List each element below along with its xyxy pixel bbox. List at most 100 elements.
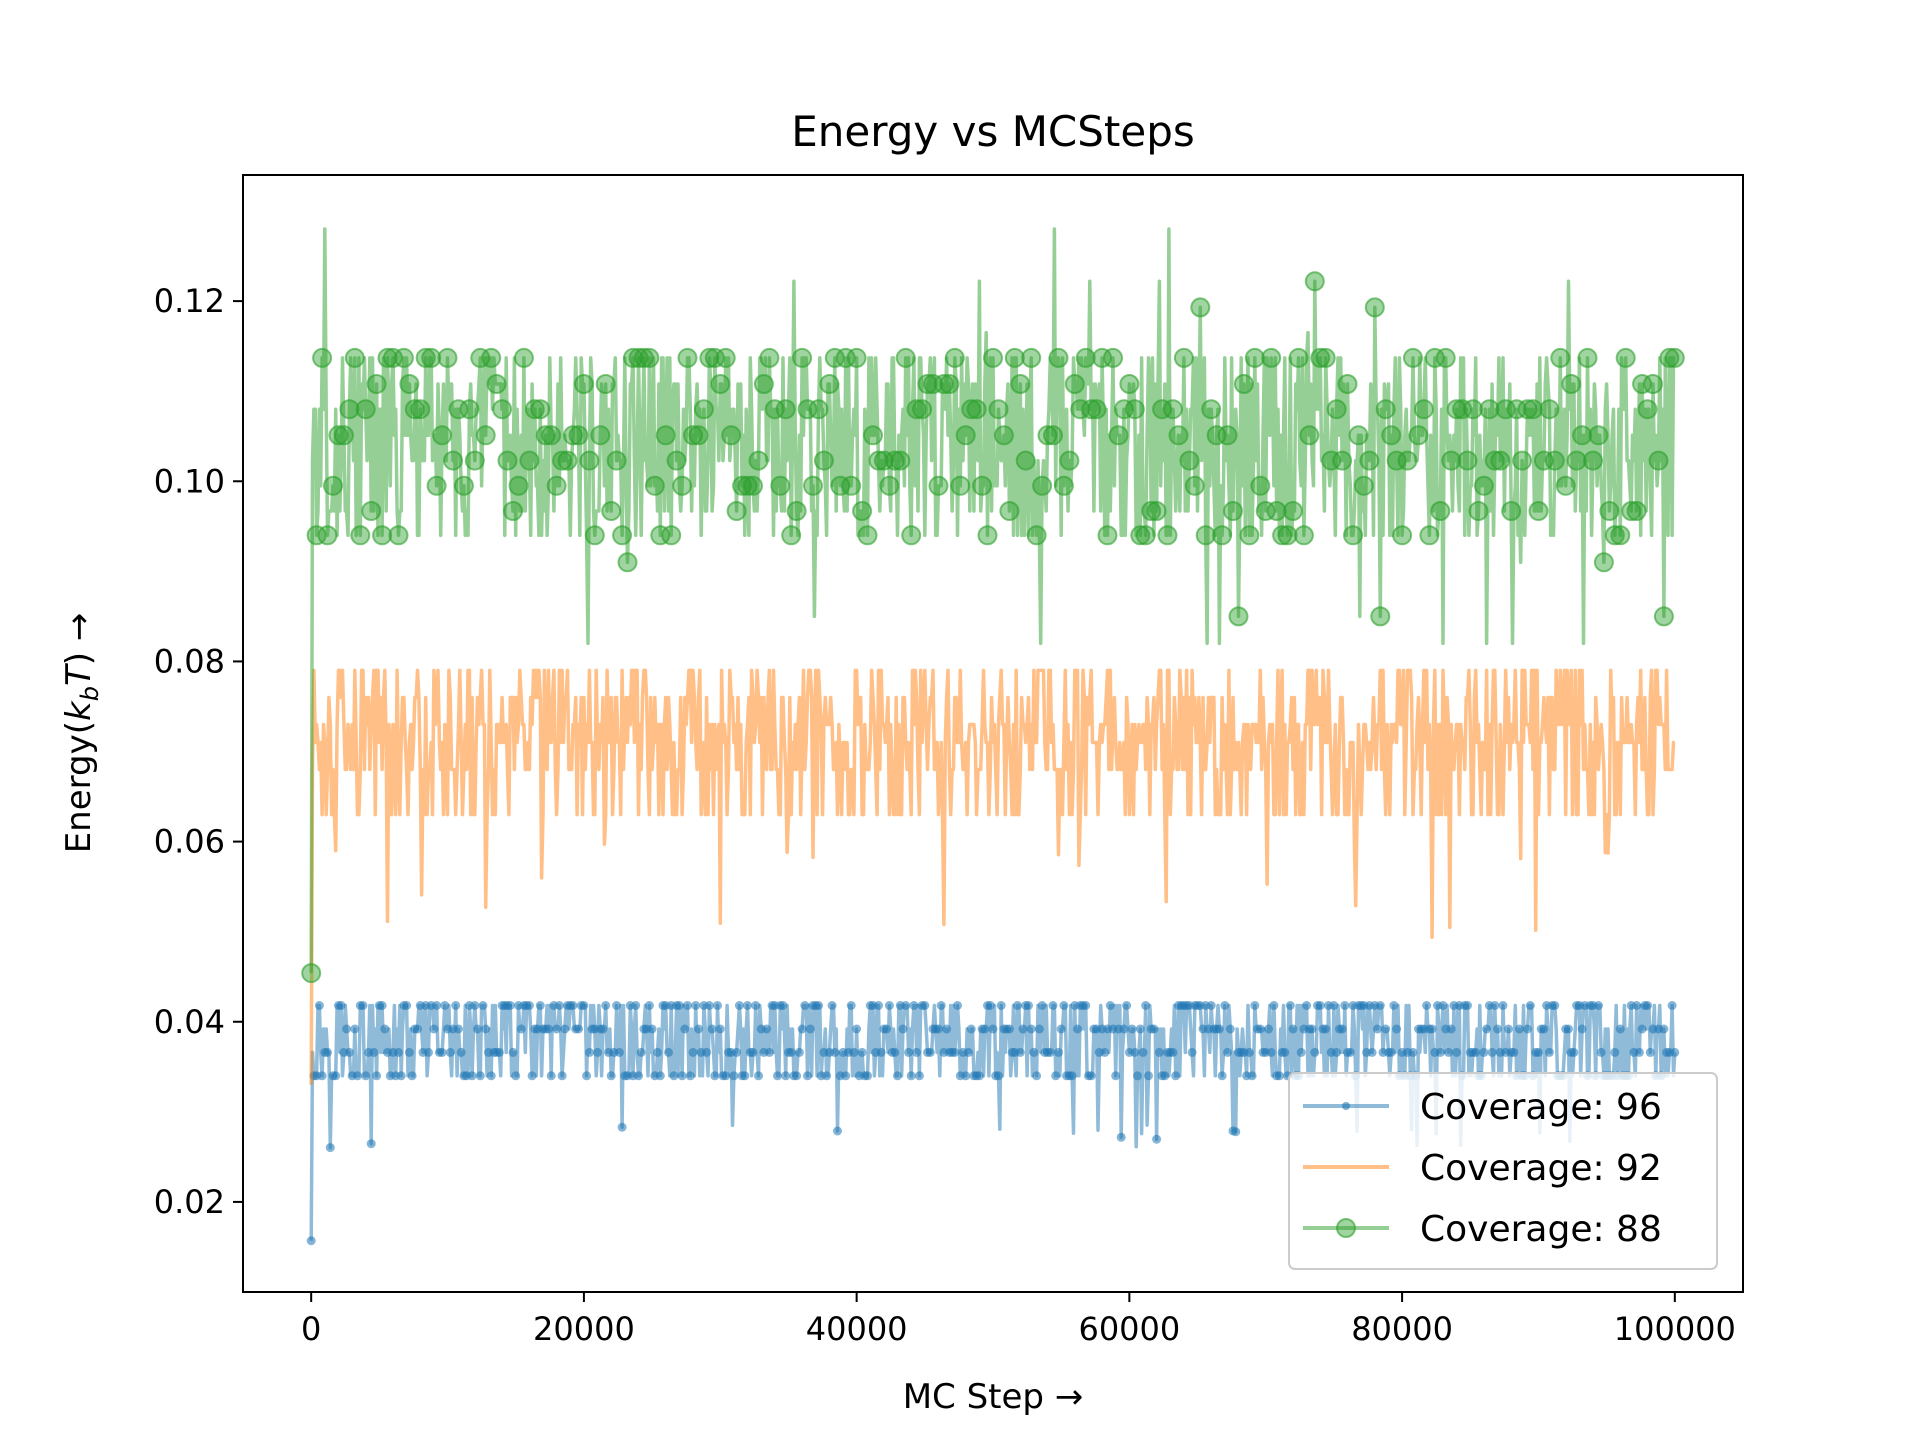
data-point — [955, 425, 976, 446]
data-point — [1424, 347, 1445, 368]
data-point — [424, 1047, 433, 1057]
data-point — [863, 425, 883, 446]
data-point — [361, 1071, 371, 1081]
data-point — [1645, 1047, 1655, 1057]
data-point — [792, 1071, 802, 1081]
data-point — [710, 374, 731, 394]
data-point — [830, 1047, 840, 1057]
data-point — [1315, 1001, 1325, 1010]
data-point — [1457, 450, 1478, 471]
chart-title: Energy vs MCSteps — [791, 107, 1195, 156]
data-point — [1146, 501, 1167, 521]
data-point — [721, 425, 742, 446]
data-point — [1138, 1047, 1148, 1057]
data-point — [699, 347, 720, 368]
y-tick-label: 0.10 — [154, 462, 225, 500]
x-tick-label: 0 — [301, 1310, 321, 1348]
data-point — [868, 450, 889, 471]
data-point — [1588, 425, 1609, 446]
data-point — [1100, 1047, 1110, 1057]
data-point — [1149, 1024, 1159, 1034]
data-point — [560, 1024, 570, 1034]
data-point — [1214, 1024, 1224, 1034]
data-point — [344, 347, 365, 368]
plot-frame — [242, 174, 1744, 1293]
data-point — [1026, 1024, 1036, 1034]
data-point — [541, 425, 562, 446]
data-point — [762, 1024, 772, 1034]
data-point — [574, 1024, 583, 1034]
data-point — [350, 525, 371, 546]
data-point — [928, 475, 949, 496]
data-point — [1427, 1024, 1437, 1034]
data-point — [1479, 399, 1500, 420]
data-point — [882, 1024, 892, 1034]
data-point — [1370, 606, 1391, 627]
data-point — [876, 1047, 886, 1057]
data-point — [1119, 1024, 1129, 1034]
data-point — [1220, 1001, 1230, 1010]
data-point — [1255, 501, 1276, 521]
data-point — [606, 1071, 616, 1081]
data-point — [1051, 1071, 1061, 1081]
data-point — [644, 475, 665, 496]
data-point — [1566, 450, 1587, 471]
data-point — [653, 1047, 662, 1057]
data-point — [1032, 1071, 1042, 1081]
data-point — [1228, 606, 1249, 627]
data-point — [546, 1071, 556, 1081]
data-point — [590, 425, 611, 446]
data-point — [1471, 1047, 1481, 1057]
data-point — [1244, 1047, 1254, 1057]
data-point — [944, 347, 965, 368]
data-point — [672, 475, 693, 496]
data-point — [634, 1071, 643, 1081]
data-point — [980, 1024, 990, 1034]
data-point — [1337, 374, 1358, 394]
data-point — [1564, 1024, 1573, 1034]
data-point — [573, 374, 594, 394]
data-point — [1610, 1047, 1620, 1057]
data-point — [1473, 475, 1494, 496]
data-point — [380, 1024, 390, 1034]
data-point — [1141, 1001, 1151, 1010]
data-point — [1452, 1047, 1462, 1057]
data-point — [339, 399, 360, 420]
data-point — [833, 1126, 842, 1136]
data-point — [674, 1001, 684, 1010]
data-point — [494, 1047, 504, 1057]
data-point — [612, 1001, 622, 1010]
data-point — [1264, 1024, 1273, 1034]
data-point — [797, 1024, 807, 1034]
data-point — [601, 1001, 611, 1010]
data-point — [464, 450, 485, 471]
data-point — [770, 475, 791, 496]
data-point — [1116, 1132, 1126, 1142]
data-point — [1239, 525, 1260, 546]
data-point — [353, 1071, 362, 1081]
data-point — [830, 475, 851, 496]
data-point — [317, 1071, 327, 1081]
data-point — [314, 1001, 324, 1010]
data-point — [1233, 374, 1254, 394]
data-point — [1569, 1047, 1579, 1057]
data-point — [1064, 374, 1085, 394]
series-line — [309, 227, 1676, 974]
data-point — [1269, 1001, 1279, 1010]
data-point — [835, 347, 856, 368]
data-point — [470, 1001, 480, 1010]
data-point — [358, 1001, 368, 1010]
data-point — [925, 1047, 935, 1057]
data-point — [1381, 425, 1402, 446]
data-point — [707, 1024, 717, 1034]
data-point — [1122, 1001, 1132, 1010]
data-point — [1653, 606, 1674, 627]
data-point — [557, 450, 578, 471]
data-point — [1539, 399, 1560, 420]
data-point — [737, 475, 758, 496]
data-point — [778, 1001, 788, 1010]
data-point — [328, 425, 349, 446]
data-point — [527, 1071, 537, 1081]
data-point — [1244, 347, 1265, 368]
data-point — [372, 1071, 382, 1081]
